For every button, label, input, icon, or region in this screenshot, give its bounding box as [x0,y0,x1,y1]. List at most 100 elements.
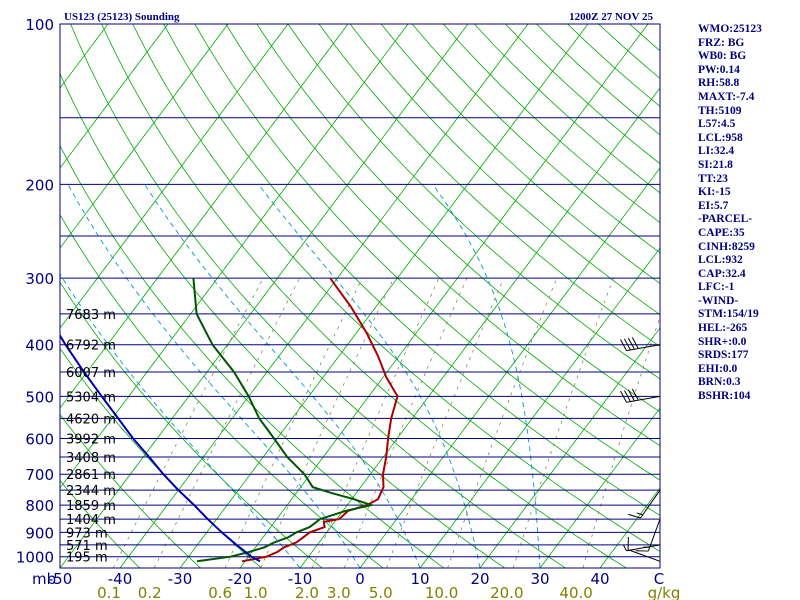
mixing-ratio-label: 0.2 [138,584,162,600]
height-label: 6007 m [66,366,116,381]
moist-adiabat-line [258,184,481,568]
dry-adiabat-line [287,24,660,380]
mixing-ratio-label: 1.0 [244,584,268,600]
wind-barb [628,489,661,519]
dry-adiabat-line [70,24,566,568]
dry-adiabat-line [225,24,660,447]
height-label: 1859 m [66,499,116,514]
parcel-line [60,333,261,563]
wind-barb-flag [631,337,639,349]
pressure-tick-label: 700 [25,466,54,484]
mixing-ratio-line [153,278,300,568]
temperature-tick-label: 10 [410,570,429,588]
height-label: 2861 m [66,468,116,483]
mixing-ratio-label: 0.1 [97,584,121,600]
temperature-tick-label: 20 [470,570,489,588]
pressure-tick-label: 500 [25,388,54,406]
wind-barb-half-flag [623,544,627,551]
dry-adiabat-line [380,24,660,284]
wind-barb-flag [623,390,631,402]
index-row: TT:23 [698,172,728,185]
mixing-ratio-label: 5.0 [369,584,393,600]
index-row: KI:-15 [698,186,731,199]
temperature-unit-label: C [654,570,664,588]
mixing-ratio-label: 10.0 [425,584,458,600]
moist-adiabat-line [67,184,361,568]
temperature-tick-label: -40 [108,570,133,588]
height-label: 1404 m [66,513,116,528]
temperature-tick-label: 0 [355,570,365,588]
index-row: EHI:0.0 [698,362,738,375]
isotherm-line [179,24,589,568]
index-row: SRDS:177 [698,349,749,362]
mixing-ratio-label: 2.0 [295,584,319,600]
wind-barb-flag [620,339,627,351]
temperature-tick-label: -20 [228,570,253,588]
mixing-ratio-label: 3.0 [327,584,351,600]
height-label: 3408 m [66,451,116,466]
index-row: CAPE:35 [698,226,745,239]
moist-adiabat-line [60,273,301,568]
isotherm-line [60,24,469,568]
wind-barb-staff [626,344,661,352]
isotherm-line [60,24,229,249]
isotherm-line [419,247,660,568]
dry-adiabat-line [349,24,660,316]
index-row: L57:4.5 [698,118,736,131]
index-row: LCL:932 [698,254,743,267]
pressure-tick-label: 1000 [16,549,54,567]
index-row: BSHR:104 [698,390,751,403]
dewpoint-line [192,278,375,563]
index-row: CAP:32.4 [698,267,746,280]
temperature-tick-label: -50 [48,570,73,588]
temperature-line [241,277,399,563]
isotherm-line [60,24,289,329]
dry-adiabat-line [411,24,660,254]
temperature-tick-label: 40 [590,570,609,588]
index-row: EI:5.7 [698,199,729,212]
dry-adiabat-line [60,213,384,568]
wind-barb-flag [627,389,635,402]
isotherm-line [60,24,349,409]
height-label: 2344 m [66,484,116,499]
wind-barb-staff [640,489,661,519]
wind-barb-flag [627,337,635,350]
pressure-tick-label: 300 [25,270,54,288]
index-row: CINH:8259 [698,240,755,253]
wind-barb-staff [627,549,661,562]
mixing-ratio-line [224,278,363,568]
dry-adiabat-line [60,281,323,568]
isotherm-line [239,24,649,568]
dry-adiabat-line [101,24,627,568]
plot-area [60,24,660,568]
pressure-tick-label: 800 [25,497,54,515]
height-label: 973 m [66,526,108,541]
temperature-tick-label: -10 [288,570,313,588]
height-label: 3992 m [66,433,116,448]
index-row: WMO:25123 [698,23,762,35]
pressure-tick-label: 400 [25,337,54,355]
dry-adiabat-line [256,24,660,413]
wind-barb-staff [626,544,661,552]
dry-adiabat-line [60,480,140,568]
height-label: 6792 m [66,339,116,354]
pressure-tick-label: 200 [25,176,54,194]
index-row: WB0: BG [698,50,747,63]
index-row: PW:0.14 [698,63,740,76]
wind-barb-staff [647,518,661,552]
wind-barb [623,544,661,552]
isotherm-line [60,24,169,169]
temperature-tick-label: 30 [530,570,549,588]
height-label: 5304 m [66,390,116,405]
index-row: LFC:-1 [698,281,735,294]
dry-adiabat-line [318,24,660,347]
mixing-ratio-unit-label: g/kg [648,584,681,600]
dry-adiabat-line [194,24,660,481]
mixing-ratio-label: 40.0 [559,584,592,600]
dry-adiabat-line [60,72,505,568]
moist-adiabat-line [432,184,541,568]
wind-barb [635,518,661,552]
mixing-ratio-line [260,278,395,568]
pressure-tick-label: 600 [25,431,54,449]
wind-barb [627,537,661,562]
